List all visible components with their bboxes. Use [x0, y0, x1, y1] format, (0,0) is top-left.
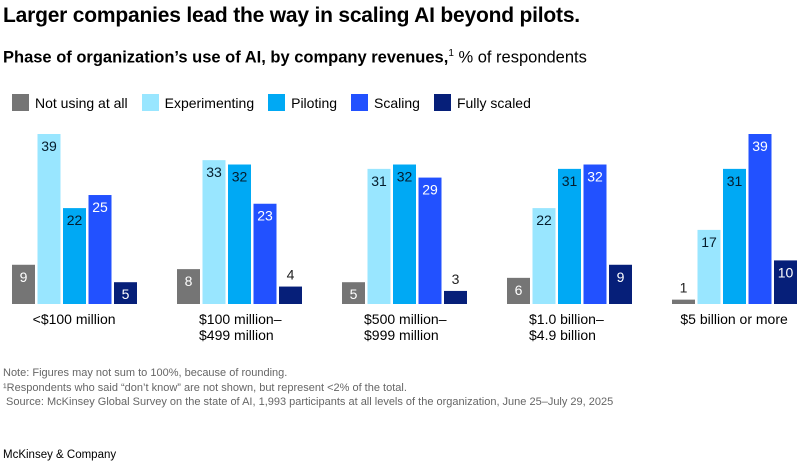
chart-title: Larger companies lead the way in scaling… — [3, 4, 580, 27]
bar — [114, 282, 137, 304]
data-label: 32 — [587, 169, 603, 185]
legend-item: Piloting — [268, 94, 337, 111]
bar — [177, 269, 200, 304]
subtitle-bold: Phase of organization’s use of AI, by co… — [3, 48, 449, 67]
note-rounding: Note: Figures may not sum to 100%, becau… — [3, 367, 288, 379]
data-label: 32 — [397, 169, 413, 185]
data-label: 3 — [452, 271, 460, 287]
data-label: 33 — [206, 164, 222, 180]
bar — [37, 134, 61, 304]
legend-label: Not using at all — [35, 94, 128, 111]
category-label: $499 million — [199, 327, 274, 343]
category-label: <$100 million — [33, 311, 116, 327]
category-label: $4.9 billion — [529, 327, 596, 343]
bar — [558, 168, 581, 304]
bar — [367, 168, 391, 304]
bar — [507, 277, 530, 304]
subtitle-unit: % of respondents — [453, 48, 587, 67]
data-label: 6 — [515, 282, 523, 298]
category-label: $999 million — [364, 327, 439, 343]
category-label: $100 million– — [199, 311, 282, 327]
category-label: $500 million– — [364, 311, 447, 327]
legend-swatch — [268, 94, 286, 111]
footnote-marker: 1 — [448, 48, 454, 59]
data-label: 9 — [617, 269, 625, 285]
legend-label: Scaling — [374, 94, 420, 111]
chart-subtitle: Phase of organization’s use of AI, by co… — [3, 48, 587, 68]
brand-logo-text: McKinsey & Company — [3, 449, 117, 461]
bar — [279, 286, 302, 304]
bar — [253, 203, 277, 304]
bar — [63, 208, 86, 304]
bar — [609, 264, 632, 304]
bar — [88, 195, 112, 304]
bar — [748, 134, 772, 304]
data-label: 31 — [371, 173, 387, 189]
category-label: $1.0 billion– — [529, 311, 604, 327]
bar — [444, 290, 467, 304]
data-label: 9 — [20, 269, 28, 285]
data-label: 39 — [752, 138, 768, 154]
bar — [697, 229, 721, 304]
bar — [202, 160, 226, 304]
data-label: 17 — [701, 234, 717, 250]
bar — [774, 260, 797, 304]
legend-label: Fully scaled — [456, 94, 531, 111]
bar — [672, 299, 695, 304]
legend-item: Not using at all — [12, 94, 128, 111]
note-source: Source: McKinsey Global Survey on the st… — [3, 396, 614, 408]
bar — [723, 168, 746, 304]
legend-swatch — [351, 94, 369, 111]
legend-swatch — [12, 94, 29, 111]
data-label: 23 — [257, 208, 273, 224]
bar — [532, 208, 556, 304]
data-label: 32 — [232, 169, 248, 185]
data-label: 31 — [562, 173, 578, 189]
bar — [393, 164, 416, 304]
legend: Not using at all Experimenting Piloting Sca… — [12, 94, 545, 111]
data-label: 8 — [185, 273, 193, 289]
legend-swatch — [141, 94, 159, 111]
data-label: 5 — [122, 286, 130, 302]
data-label: 4 — [287, 267, 295, 283]
data-label: 39 — [41, 138, 57, 154]
data-label: 31 — [727, 173, 743, 189]
footnotes: Note: Figures may not sum to 100%, becau… — [3, 366, 613, 410]
category-label: $5 billion or more — [680, 311, 788, 327]
data-label: 10 — [778, 264, 794, 280]
bar — [342, 282, 365, 304]
data-label: 29 — [422, 182, 438, 198]
legend-label: Piloting — [291, 94, 338, 111]
data-label: 22 — [67, 212, 83, 228]
legend-item: Experimenting — [141, 94, 255, 111]
legend-item: Fully scaled — [433, 94, 531, 111]
data-label: 25 — [92, 199, 108, 215]
legend-swatch — [433, 94, 451, 111]
bar — [418, 177, 442, 304]
bar — [228, 164, 251, 304]
data-label: 1 — [680, 280, 688, 296]
bar — [12, 264, 35, 304]
note-dont-know: ¹Respondents who said “don’t know” are n… — [3, 381, 407, 394]
bar — [583, 164, 607, 304]
data-label: 22 — [536, 212, 552, 228]
data-label: 5 — [350, 286, 358, 302]
legend-item: Scaling — [351, 94, 420, 111]
legend-label: Experimenting — [164, 94, 255, 111]
